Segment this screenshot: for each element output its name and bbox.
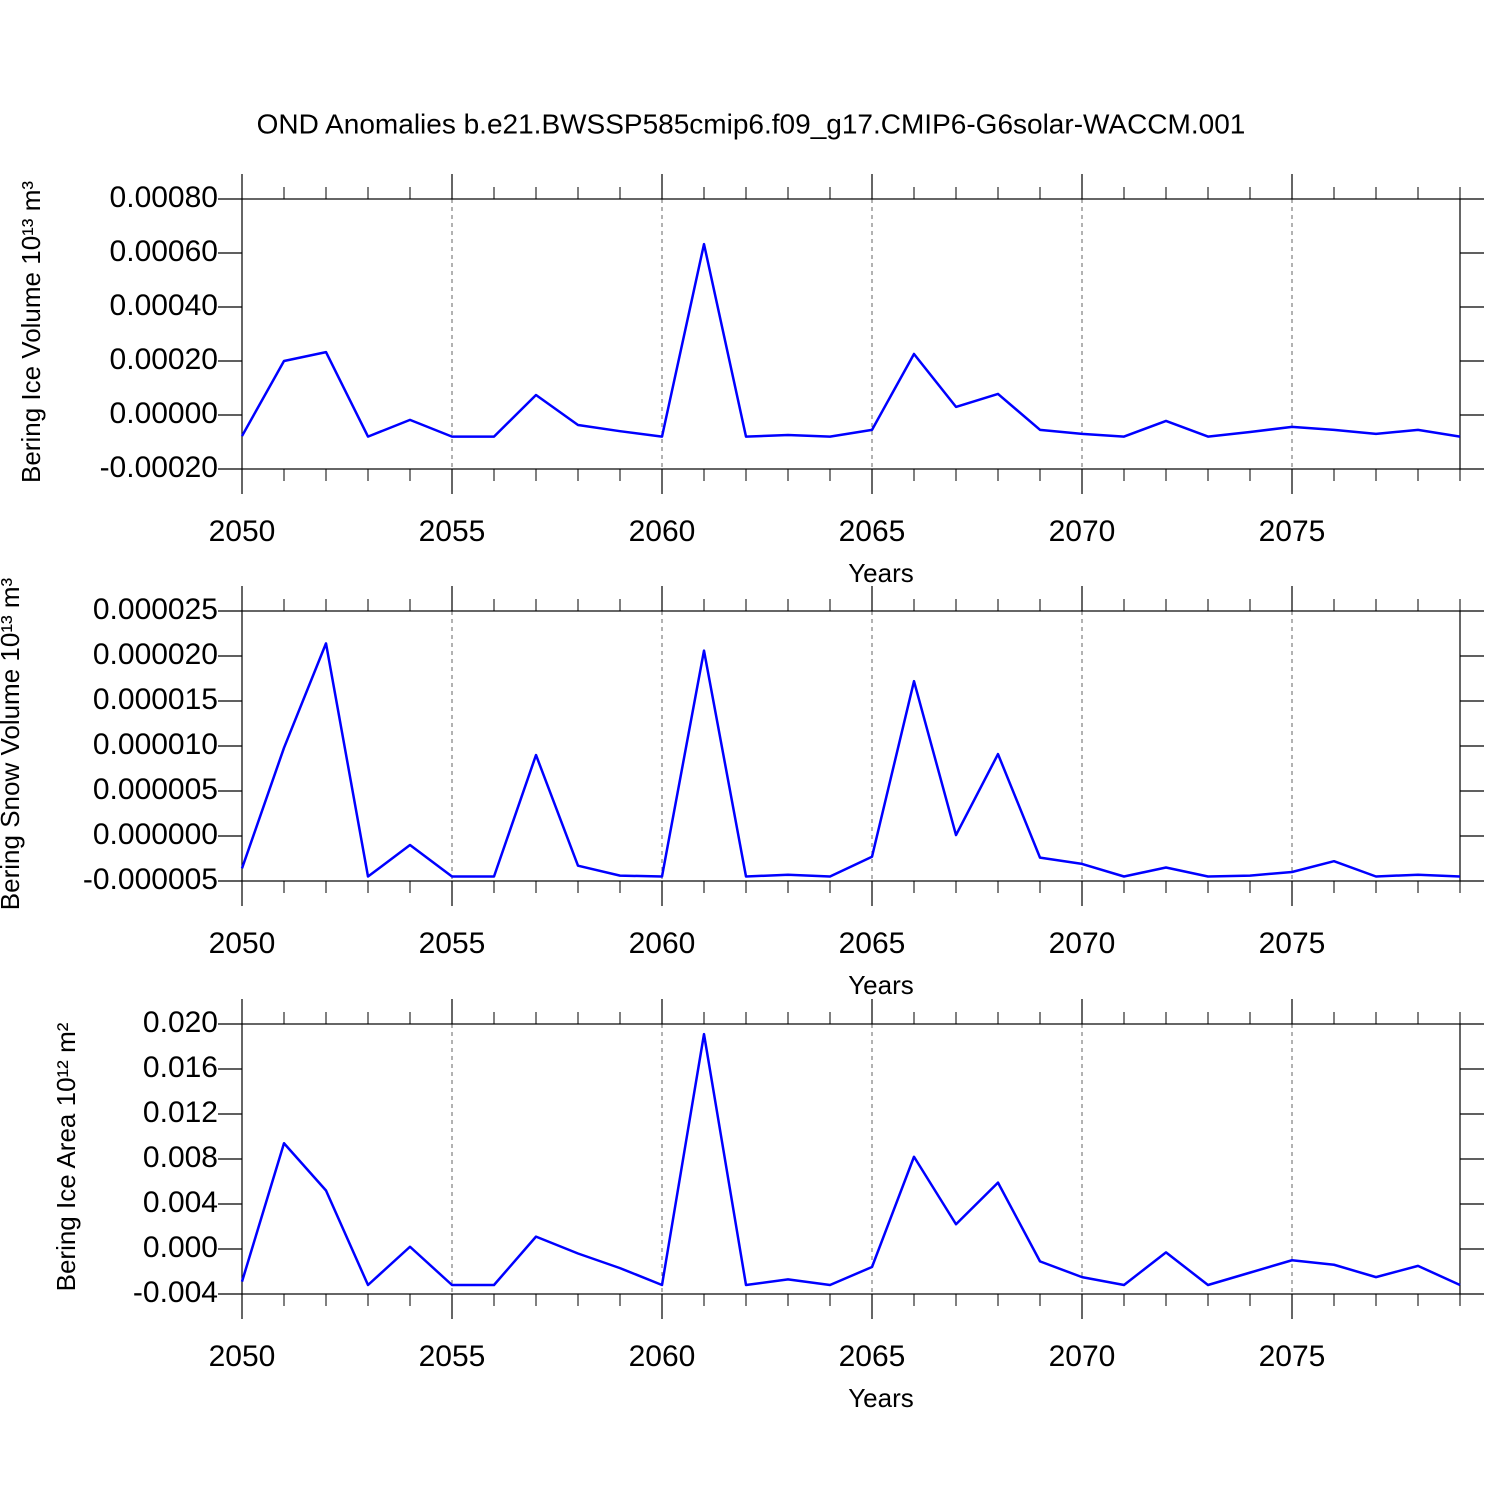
y-tick-label: 0.000000 bbox=[93, 818, 218, 851]
y-tick-label: 0.000 bbox=[143, 1231, 218, 1264]
x-tick-label: 2065 bbox=[839, 515, 906, 548]
x-tick-label: 2060 bbox=[629, 515, 696, 548]
x-tick-label: 2055 bbox=[419, 515, 486, 548]
y-axis-label: Bering Ice Volume 10¹³ m³ bbox=[16, 181, 46, 483]
x-axis-label: Years bbox=[848, 558, 914, 588]
x-axis-label: Years bbox=[848, 970, 914, 1000]
y-tick-label: 0.012 bbox=[143, 1096, 218, 1129]
x-tick-label: 2075 bbox=[1259, 515, 1326, 548]
x-tick-label: 2075 bbox=[1259, 1340, 1326, 1373]
y-tick-label: 0.004 bbox=[143, 1186, 218, 1219]
y-tick-label: 0.00080 bbox=[110, 181, 218, 214]
y-axis-label: Bering Ice Area 10¹² m² bbox=[51, 1022, 81, 1291]
x-axis-label: Years bbox=[848, 1383, 914, 1413]
x-tick-label: 2075 bbox=[1259, 927, 1326, 960]
chart-title: OND Anomalies b.e21.BWSSP585cmip6.f09_g1… bbox=[257, 108, 1246, 139]
data-line bbox=[240, 642, 1461, 878]
y-tick-label: 0.000020 bbox=[93, 638, 218, 671]
y-tick-label: 0.000015 bbox=[93, 683, 218, 716]
y-tick-label: 0.000010 bbox=[93, 728, 218, 761]
x-tick-label: 2070 bbox=[1049, 1340, 1116, 1373]
y-tick-label: 0.016 bbox=[143, 1051, 218, 1084]
y-tick-label: -0.000005 bbox=[83, 863, 218, 896]
x-tick-label: 2065 bbox=[839, 927, 906, 960]
x-tick-label: 2060 bbox=[629, 1340, 696, 1373]
y-tick-label: 0.00040 bbox=[110, 289, 218, 322]
plot-frame bbox=[241, 1023, 1461, 1295]
y-tick-label: 0.00020 bbox=[110, 343, 218, 376]
x-tick-label: 2050 bbox=[209, 515, 276, 548]
y-tick-label: 0.000005 bbox=[93, 773, 218, 806]
x-tick-label: 2070 bbox=[1049, 515, 1116, 548]
x-tick-label: 2060 bbox=[629, 927, 696, 960]
x-tick-label: 2055 bbox=[419, 927, 486, 960]
y-tick-label: -0.00020 bbox=[100, 451, 218, 484]
y-axis-label: Bering Snow Volume 10¹³ m³ bbox=[0, 577, 25, 910]
y-tick-label: 0.000025 bbox=[93, 593, 218, 626]
data-line bbox=[240, 1032, 1461, 1287]
data-line bbox=[240, 242, 1461, 438]
x-tick-label: 2065 bbox=[839, 1340, 906, 1373]
x-tick-label: 2070 bbox=[1049, 927, 1116, 960]
y-tick-label: 0.00060 bbox=[110, 235, 218, 268]
plot-frame bbox=[241, 198, 1461, 470]
x-tick-label: 2050 bbox=[209, 927, 276, 960]
x-tick-label: 2055 bbox=[419, 1340, 486, 1373]
y-tick-label: -0.004 bbox=[133, 1276, 218, 1309]
y-tick-label: 0.020 bbox=[143, 1006, 218, 1039]
y-tick-label: 0.008 bbox=[143, 1141, 218, 1174]
plot-frame bbox=[241, 610, 1461, 882]
x-tick-label: 2050 bbox=[209, 1340, 276, 1373]
y-tick-label: 0.00000 bbox=[110, 397, 218, 430]
